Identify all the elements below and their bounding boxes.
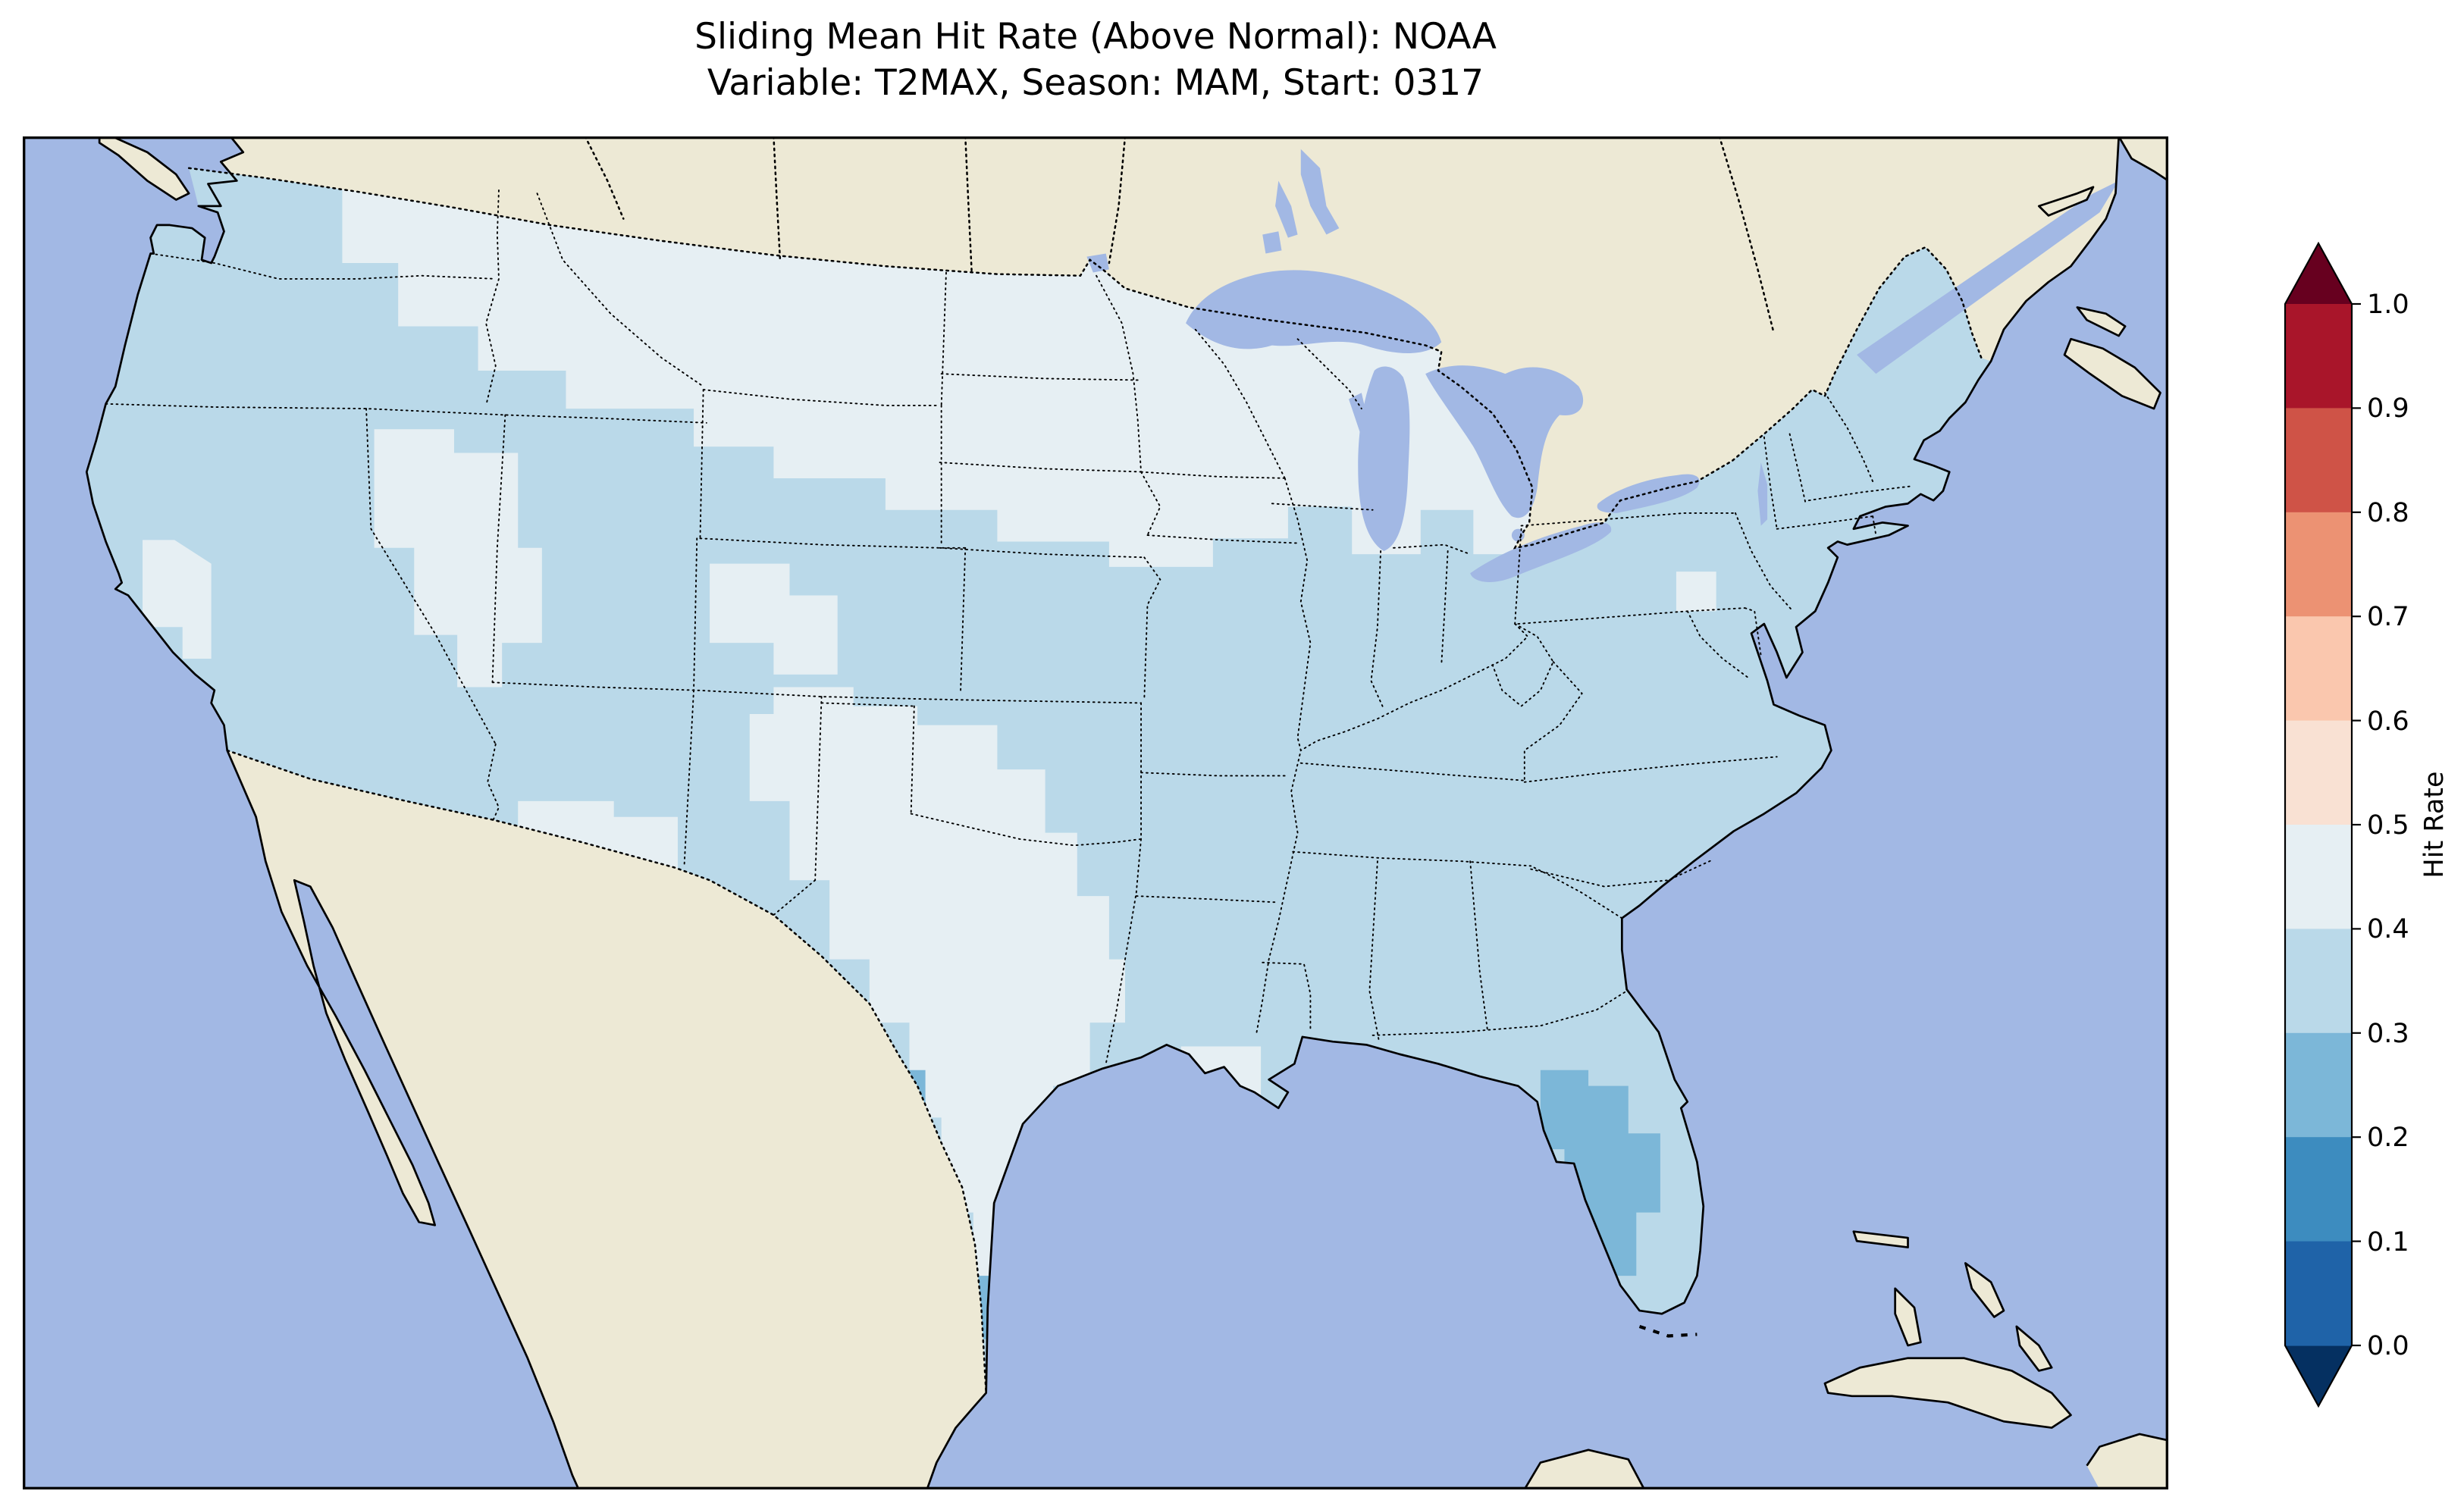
state-borders-northeast	[1491, 392, 1912, 783]
tick-1.0: 1.0	[2367, 290, 2409, 320]
tick-0.9: 0.9	[2367, 393, 2409, 424]
green-bay	[1348, 393, 1372, 437]
map-frame	[23, 136, 2168, 1489]
tick-0.0: 0.0	[2367, 1331, 2409, 1361]
lake-winnipeg	[1300, 149, 1340, 235]
us-canada-border	[187, 167, 1983, 550]
canada-provincial-borders	[584, 136, 1775, 334]
hit-rate-region-central-valley	[143, 540, 212, 659]
tick-0.5: 0.5	[2367, 810, 2409, 841]
tick-0.4: 0.4	[2367, 914, 2409, 944]
colorbar-seg-01-02	[2285, 1137, 2352, 1242]
tick-0.6: 0.6	[2367, 706, 2409, 737]
bahamas-andros	[1895, 1288, 1921, 1346]
lake-michigan	[1358, 366, 1410, 551]
figure-title-line1: Sliding Mean Hit Rate (Above Normal): NO…	[694, 16, 1497, 58]
us-mexico-border	[226, 749, 987, 1394]
tick-0.7: 0.7	[2367, 602, 2409, 632]
colorbar-seg-02-03	[2285, 1032, 2352, 1138]
colorbar-seg-06-07	[2285, 616, 2352, 722]
colorbar-seg-04-05	[2285, 825, 2352, 929]
nova-scotia	[2064, 339, 2161, 409]
hit-rate-region-northern-plains	[342, 168, 1538, 567]
lake-huron	[1425, 365, 1584, 518]
us-hit-rate-map	[23, 136, 2168, 1489]
lake-erie	[1470, 522, 1612, 582]
map-axes	[23, 136, 2168, 1489]
florida-keys	[1638, 1324, 1698, 1338]
colorbar-seg-09-10	[2285, 304, 2352, 409]
bahamas-grand-bahama	[1853, 1231, 1908, 1248]
state-borders-midwest	[1255, 338, 1529, 1036]
colorbar-under-arrow	[2285, 1345, 2352, 1406]
hit-rate-region-colorado-patch	[710, 563, 838, 675]
tick-0.2: 0.2	[2367, 1123, 2409, 1153]
prince-edward-island	[2077, 307, 2126, 337]
coastline-islands	[98, 136, 2168, 1489]
tick-0.3: 0.3	[2367, 1019, 2409, 1049]
colorbar-seg-00-01	[2285, 1241, 2352, 1346]
colorbar-seg-07-08	[2285, 512, 2352, 617]
lake-st-clair	[1511, 528, 1525, 542]
anticosti-island	[2039, 186, 2093, 216]
vancouver-island	[99, 136, 190, 200]
colorbar-svg: 1.0 0.9 0.8 0.7 0.6 0.5 0.4 0.3 0.2 0.1 …	[2284, 241, 2450, 1408]
bahamas-eleuthera	[1965, 1263, 2004, 1317]
lake-nipigon	[1262, 231, 1282, 254]
state-borders-plains	[773, 274, 1299, 1065]
bahamas-long-island	[2016, 1326, 2052, 1371]
colorbar-seg-03-04	[2285, 929, 2352, 1034]
hit-rate-region-pennsylvania-patch	[1676, 572, 1716, 612]
colorbar-ticks	[2352, 302, 2361, 1347]
hispaniola	[2086, 1433, 2168, 1489]
colorbar-seg-05-06	[2285, 720, 2352, 825]
colorbar-tick-labels: 1.0 0.9 0.8 0.7 0.6 0.5 0.4 0.3 0.2 0.1 …	[2367, 290, 2409, 1361]
lake-manitoba	[1275, 180, 1298, 238]
colorbar-seg-08-09	[2285, 408, 2352, 513]
national-borders	[187, 136, 1983, 1394]
cuba	[1824, 1358, 2071, 1428]
coastline-mainland	[85, 136, 2121, 1489]
lake-champlain	[1757, 462, 1768, 526]
newfoundland	[2118, 136, 2168, 181]
st-lawrence-river	[1857, 180, 2119, 374]
colorbar-axis-label: Hit Rate	[2419, 771, 2450, 878]
tick-0.1: 0.1	[2367, 1227, 2409, 1258]
colorbar: 1.0 0.9 0.8 0.7 0.6 0.5 0.4 0.3 0.2 0.1 …	[2282, 239, 2464, 1429]
lakes-group	[1086, 149, 2119, 582]
figure-title: Sliding Mean Hit Rate (Above Normal): NO…	[23, 14, 2168, 106]
state-borders-west	[105, 189, 1143, 869]
lake-superior	[1186, 270, 1442, 354]
figure-title-line2: Variable: T2MAX, Season: MAM, Start: 031…	[707, 62, 1484, 104]
tick-0.8: 0.8	[2367, 498, 2409, 528]
colorbar-over-arrow	[2285, 243, 2352, 304]
lake-of-the-woods	[1086, 253, 1109, 273]
state-borders-south	[1262, 756, 1778, 1043]
coastline-group	[85, 136, 2168, 1489]
state-borders	[105, 189, 1912, 1065]
